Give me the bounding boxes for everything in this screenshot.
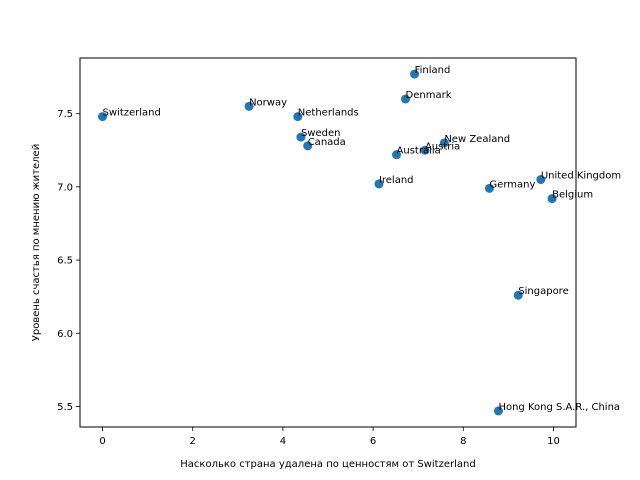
x-tick-label: 2 <box>190 436 196 447</box>
y-axis-label: Уровень счастья по мнению жителей <box>31 144 42 341</box>
scatter-point <box>547 194 557 204</box>
scatter-point <box>401 94 411 104</box>
point-label: Canada <box>308 137 346 148</box>
x-tick-label: 8 <box>460 436 466 447</box>
y-tick-label: 6.5 <box>57 256 73 267</box>
scatter-point <box>513 290 523 300</box>
point-label: Norway <box>249 97 287 108</box>
scatter-point <box>293 112 303 122</box>
point-label: Sweden <box>301 128 341 139</box>
x-tick-label: 10 <box>547 436 560 447</box>
scatter-point <box>439 138 449 148</box>
scatter-point <box>410 69 420 79</box>
point-label: Finland <box>415 65 451 76</box>
x-tick-label: 0 <box>99 436 105 447</box>
x-tick-label: 4 <box>280 436 286 447</box>
point-label: Netherlands <box>298 108 359 119</box>
y-axis: 5.5 6.0 6.5 7.0 7.5 <box>57 109 80 413</box>
plot-layer: Switzerland Norway Netherlands SwedenCanada… <box>98 65 621 416</box>
point-label: United Kingdom <box>541 171 621 182</box>
point-label: Germany <box>489 179 535 190</box>
scatter-point <box>303 141 313 151</box>
plot-frame <box>79 57 577 428</box>
y-tick-label: 5.5 <box>57 402 73 413</box>
scatter-point <box>536 175 546 185</box>
point-label: Austria <box>425 141 460 152</box>
x-axis: 0 2 4 6 8 10 <box>99 427 560 447</box>
y-tick-label: 7.0 <box>57 182 73 193</box>
y-tick-label: 6.0 <box>57 329 73 340</box>
scatter-point <box>420 145 430 155</box>
point-label: Denmark <box>406 90 452 101</box>
scatter-point <box>493 406 503 416</box>
point-label: New Zealand <box>444 134 510 145</box>
point-label: Ireland <box>379 175 414 186</box>
y-tick-label: 7.5 <box>57 109 73 120</box>
point-label: Belgium <box>552 190 593 201</box>
scatter-point <box>98 112 108 122</box>
scatter-point <box>296 132 306 142</box>
point-label: Hong Kong S.A.R., China <box>498 402 620 413</box>
point-label: Singapore <box>518 286 568 297</box>
point-label: Switzerland <box>103 108 161 119</box>
scatter-point <box>374 179 384 189</box>
point-label: Australia <box>397 146 441 157</box>
scatter-point <box>484 183 494 193</box>
x-tick-label: 6 <box>370 436 376 447</box>
x-axis-label: Насколько страна удалена по ценностям от… <box>180 459 475 470</box>
scatter-point <box>392 150 402 160</box>
scatter-point <box>244 101 254 111</box>
